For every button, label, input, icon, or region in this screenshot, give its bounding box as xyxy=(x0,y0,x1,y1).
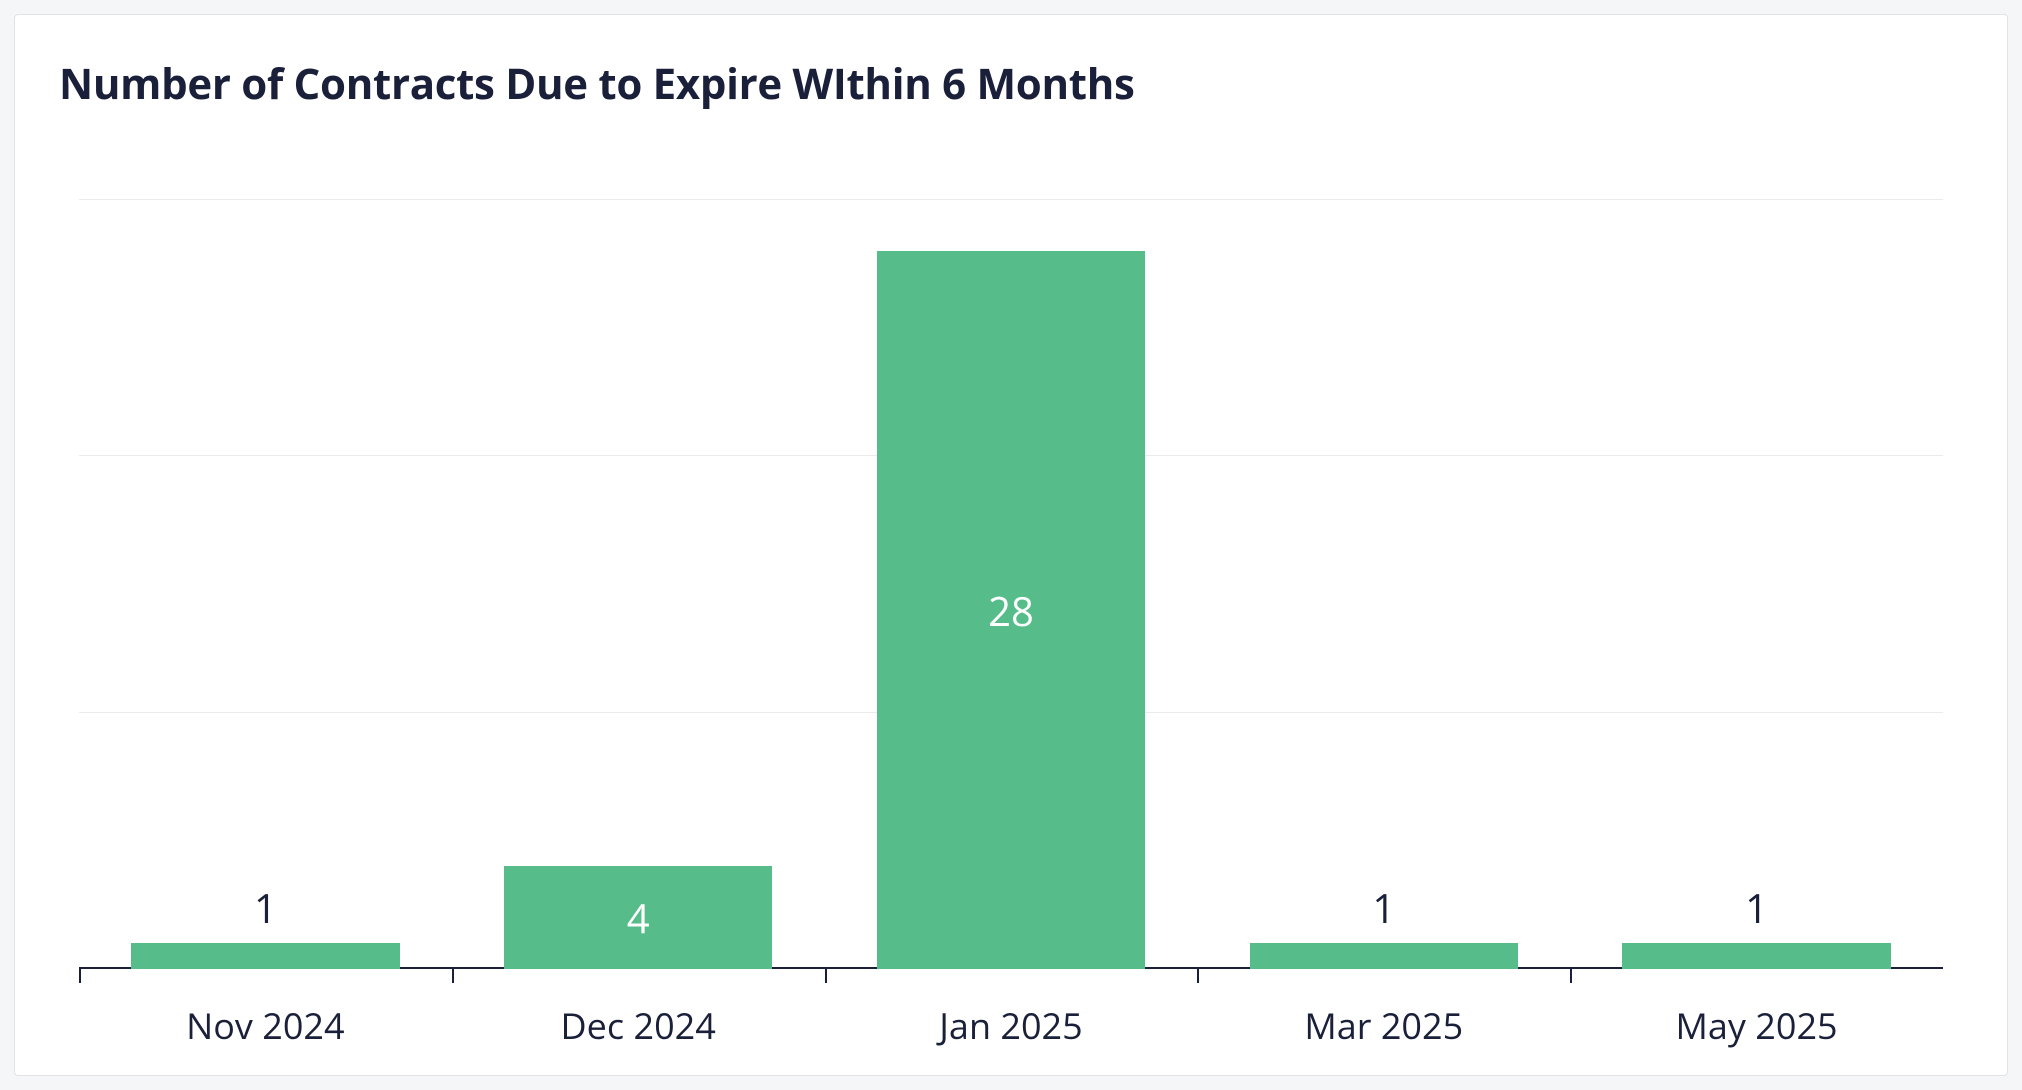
chart-area: 1 4 28 1 1 Nov 2024Dec 2024Jan 2025Mar 2025M… xyxy=(59,200,1963,1039)
bar-value-label: 4 xyxy=(627,890,650,945)
chart-plot: 1 4 28 1 1 xyxy=(79,200,1943,969)
x-axis-label: May 2025 xyxy=(1570,983,1943,1039)
bar: 28 xyxy=(877,251,1145,969)
x-axis-label: Dec 2024 xyxy=(452,983,825,1039)
bar: 1 xyxy=(1622,943,1890,969)
x-axis-label: Jan 2025 xyxy=(825,983,1198,1039)
page-background: Number of Contracts Due to Expire WIthin… xyxy=(0,0,2022,1090)
bars-container: 1 4 28 1 1 xyxy=(79,200,1943,969)
bar-slot: 28 xyxy=(825,200,1198,969)
x-axis-tick xyxy=(825,969,827,983)
bar: 4 xyxy=(504,866,772,969)
x-axis-labels: Nov 2024Dec 2024Jan 2025Mar 2025May 2025 xyxy=(79,983,1943,1039)
x-axis-tick xyxy=(1197,969,1199,983)
x-axis-tick xyxy=(79,969,81,983)
bar: 1 xyxy=(131,943,399,969)
bar-value-label: 1 xyxy=(1372,880,1395,935)
bar-slot: 1 xyxy=(79,200,452,969)
x-axis-tick xyxy=(452,969,454,983)
chart-card: Number of Contracts Due to Expire WIthin… xyxy=(14,14,2008,1076)
bar-slot: 4 xyxy=(452,200,825,969)
bar-slot: 1 xyxy=(1570,200,1943,969)
bar-value-label: 28 xyxy=(988,583,1034,638)
bar-value-label: 1 xyxy=(1745,880,1768,935)
x-axis-label: Mar 2025 xyxy=(1197,983,1570,1039)
chart-title: Number of Contracts Due to Expire WIthin… xyxy=(59,55,1963,112)
bar-slot: 1 xyxy=(1197,200,1570,969)
x-axis-label: Nov 2024 xyxy=(79,983,452,1039)
x-axis-tick xyxy=(1570,969,1572,983)
bar-value-label: 1 xyxy=(254,880,277,935)
bar: 1 xyxy=(1250,943,1518,969)
